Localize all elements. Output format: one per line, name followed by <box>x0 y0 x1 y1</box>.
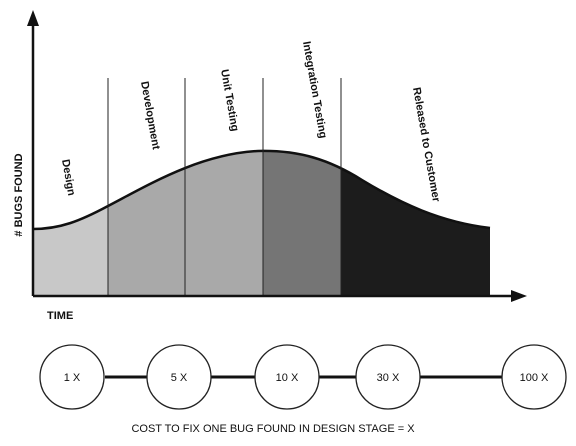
cost-node-1 <box>39 344 105 410</box>
stage-label-unit-testing: Unit Testing <box>218 68 241 132</box>
stage-label-released: Released to Customer <box>410 86 442 203</box>
y-axis-label: # BUGS FOUND <box>13 153 25 236</box>
cost-label-3: 10 X <box>276 372 299 384</box>
cost-label-4: 30 X <box>377 372 400 384</box>
cost-node-4 <box>355 344 421 410</box>
bug-curve <box>32 149 491 231</box>
region-development <box>108 150 185 296</box>
cost-label-1: 1 X <box>64 372 81 384</box>
stage-label-integration-testing: Integration Testing <box>300 40 329 139</box>
stage-label-design: Design <box>59 158 77 196</box>
x-axis-label: TIME <box>47 310 73 322</box>
cost-caption: COST TO FIX ONE BUG FOUND IN DESIGN STAG… <box>131 423 415 435</box>
region-unit-testing <box>185 150 263 296</box>
cost-node-2 <box>146 344 212 410</box>
cost-node-3 <box>254 344 320 410</box>
region-released <box>341 150 490 296</box>
cost-label-2: 5 X <box>171 372 188 384</box>
region-integration-testing <box>263 150 341 296</box>
y-axis-arrow <box>27 10 39 26</box>
cost-label-5: 100 X <box>520 372 549 384</box>
x-axis-arrow <box>511 290 527 302</box>
cost-node-5 <box>501 344 567 410</box>
stage-label-development: Development <box>138 80 162 150</box>
